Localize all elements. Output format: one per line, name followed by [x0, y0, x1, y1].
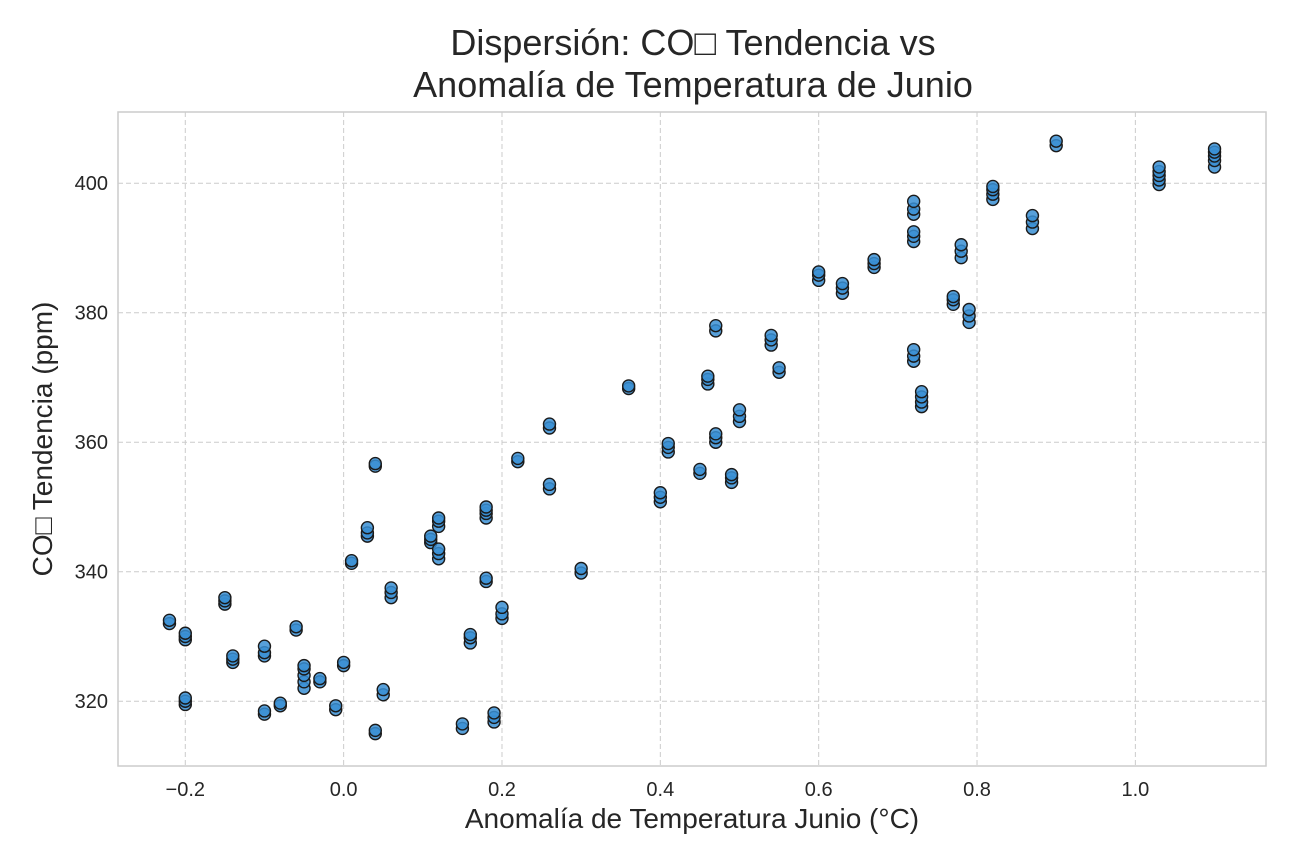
data-point — [542, 417, 557, 431]
data-point — [986, 179, 1000, 194]
data-point — [431, 511, 446, 525]
data-point — [455, 717, 470, 731]
y-tick-label: 400 — [75, 173, 108, 195]
data-point — [693, 462, 707, 477]
data-point — [653, 486, 668, 500]
data-point — [914, 385, 929, 399]
x-tick-label: 0.0 — [330, 779, 358, 801]
chart-title-line-1: Dispersión: CO□ Tendencia vs — [450, 22, 936, 63]
plot-frame — [117, 111, 1267, 767]
x-tick-label: 0.6 — [805, 779, 833, 801]
data-point — [368, 723, 383, 738]
data-point — [329, 699, 343, 713]
data-point — [811, 265, 826, 279]
data-point — [946, 289, 960, 304]
data-point — [344, 554, 359, 568]
data-point — [906, 342, 921, 357]
data-point — [574, 561, 588, 576]
data-point — [178, 626, 192, 640]
data-point — [962, 302, 976, 317]
data-point — [479, 500, 493, 514]
chart-title-line-2: Anomalía de Temperatura de Junio — [413, 64, 973, 105]
y-axis-label: CO□ Tendencia (ppm) — [27, 302, 58, 577]
data-point — [1049, 134, 1063, 148]
data-point — [297, 658, 311, 673]
data-point — [431, 542, 446, 556]
data-point — [257, 639, 272, 653]
data-point — [376, 682, 390, 697]
data-point — [368, 456, 383, 471]
data-point — [701, 369, 715, 383]
data-point — [218, 590, 232, 605]
data-point — [764, 328, 778, 343]
data-point — [661, 436, 675, 451]
data-point — [424, 529, 438, 543]
data-point — [772, 361, 786, 375]
grid-lines — [118, 112, 1266, 766]
data-point — [709, 427, 723, 441]
data-point — [479, 571, 493, 585]
data-point — [495, 600, 509, 615]
data-point — [289, 620, 303, 634]
data-point — [178, 691, 192, 705]
data-point — [709, 318, 723, 333]
data-point — [463, 627, 478, 642]
y-tick-label: 340 — [75, 562, 108, 584]
x-axis-label: Anomalía de Temperatura Junio (°C) — [465, 803, 919, 834]
data-point — [1207, 142, 1222, 156]
data-point — [1025, 208, 1040, 223]
data-point — [1152, 160, 1166, 174]
data-point — [906, 225, 921, 239]
x-tick-label: −0.2 — [166, 779, 205, 801]
data-points — [162, 134, 1222, 741]
data-point — [867, 252, 881, 267]
data-point — [487, 706, 501, 720]
data-point — [273, 696, 288, 710]
x-tick-label: 1.0 — [1121, 779, 1149, 801]
data-point — [257, 704, 272, 718]
x-tick-label: 0.2 — [488, 779, 516, 801]
data-point — [226, 649, 240, 663]
chart-title: Dispersión: CO□ Tendencia vs Anomalía de… — [120, 22, 1266, 106]
y-tick-label: 320 — [75, 691, 108, 713]
data-point — [835, 276, 850, 291]
y-tick-label: 360 — [75, 432, 108, 454]
data-point — [732, 403, 747, 417]
data-point — [360, 521, 375, 535]
data-point — [724, 467, 739, 482]
data-point — [542, 477, 557, 492]
data-point — [313, 671, 327, 686]
data-point — [621, 379, 636, 393]
x-tick-label: 0.4 — [646, 779, 674, 801]
data-point — [906, 194, 921, 209]
data-point — [336, 655, 351, 670]
data-point — [511, 451, 525, 466]
data-point — [384, 581, 398, 595]
y-axis-ticks: 320 340 360 380 400 — [75, 173, 108, 713]
data-point — [162, 613, 177, 628]
x-axis-ticks: −0.2 0.0 0.2 0.4 0.6 0.8 1.0 — [166, 779, 1150, 801]
x-tick-label: 0.8 — [963, 779, 991, 801]
y-tick-label: 380 — [75, 303, 108, 325]
data-point — [954, 238, 968, 252]
